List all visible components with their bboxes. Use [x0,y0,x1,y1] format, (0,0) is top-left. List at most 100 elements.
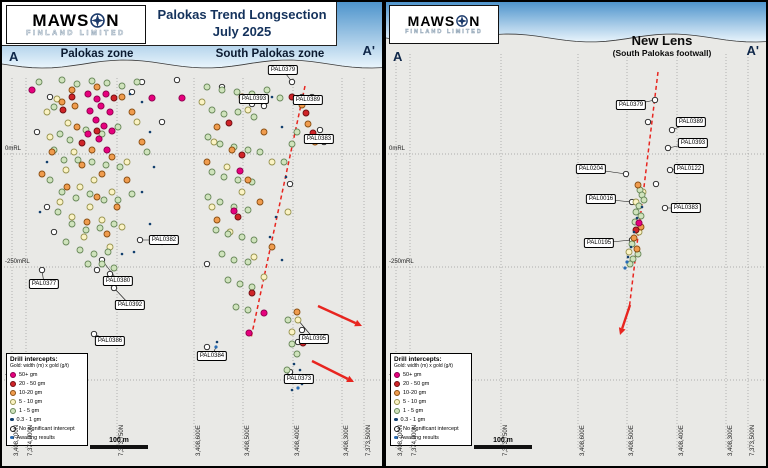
grid-coordinate-label: 3,408,400E [295,425,301,456]
drill-intercept-g [208,168,216,176]
drill-intercept-g [250,236,258,244]
scale-bar-label: 100 m [493,437,513,444]
drill-intercept-b [274,215,278,219]
panel-title: New Lens (South Palokas footwall) [581,33,743,58]
drill-intercept-o [113,203,121,211]
drill-intercept-g [637,212,645,220]
hole-label: PAL0380 [102,276,134,286]
legend-title: Drill intercepts: [10,356,58,363]
drill-intercept-o [48,148,56,156]
drill-intercept-g [218,86,226,94]
drill-intercept-y [210,138,218,146]
legend-item: 50+ gm [394,370,468,379]
drill-intercept-a [625,260,629,264]
drill-intercept-y [53,95,61,103]
legend-item-label: 0.3 - 1 gm [400,416,426,423]
hole-label: PAL0395 [298,334,330,344]
drill-intercept-y [223,163,231,171]
drill-intercept-a [623,266,627,270]
legend-item-label: 10-20 gm [403,389,427,396]
drill-intercept-g [232,303,240,311]
legend-item-label: No significant intercept [403,425,459,432]
drill-intercept-m [106,108,114,116]
drill-intercept-g [233,88,241,96]
drill-intercept-y [80,233,88,241]
drill-intercept-o [68,86,76,94]
drill-intercept-g [86,190,94,198]
drill-intercept-y [260,273,268,281]
drill-intercept-y [133,118,141,126]
drill-intercept-n [110,284,118,292]
trend-arrowhead [354,319,362,327]
drill-intercept-o [103,230,111,238]
drill-intercept-b [629,245,633,249]
panel-palokas-trend: MAWS N Finland Limited Palokas Trend Lon… [2,2,382,466]
drill-intercept-o [304,120,312,128]
drill-intercept-g [56,130,64,138]
drill-intercept-n [158,118,166,126]
drill-intercept-g [216,140,224,148]
legend-item: 0.3 - 1 gm [10,415,84,424]
drill-intercept-m [28,86,36,94]
drill-intercept-g [293,350,301,358]
drill-intercept-y [208,203,216,211]
legend-item: 10-20 gm [10,388,84,397]
drill-intercept-g [218,250,226,258]
drill-intercept-b [635,216,639,220]
legend-item: 10-20 gm [394,388,468,397]
drill-intercept-m [84,90,92,98]
legend-symbol-y [394,398,400,405]
drill-intercept-g [88,158,96,166]
legend-symbol-m [10,371,16,378]
drill-intercept-m [148,94,156,102]
trend-arrow [311,359,349,380]
panel-new-lens: MAWS N Finland Limited New Lens (South P… [386,2,766,466]
drill-intercept-b [140,100,144,104]
drill-intercept-g [114,196,122,204]
legend-item: 5 - 10 gm [394,397,468,406]
elevation-label: -250mRL [5,259,30,265]
legend-item: 1 - 5 gm [10,406,84,415]
drill-intercept-n [203,260,211,268]
legend-item-label: 1 - 5 gm [403,407,424,414]
drill-intercept-b [290,388,294,392]
drill-intercept-g [72,194,80,202]
drill-intercept-y [244,106,252,114]
legend-symbol-g [10,407,16,414]
drill-intercept-y [108,188,116,196]
drill-intercept-n [90,330,98,338]
drill-intercept-r [234,213,242,221]
drill-intercept-g [244,206,252,214]
surface-line [2,59,382,69]
drill-intercept-b [45,160,49,164]
drill-intercept-m [178,94,186,102]
drill-intercept-n [43,203,51,211]
grid-coordinate-label: 7,373,500N [750,424,756,456]
drill-intercept-o [213,123,221,131]
header-plate: MAWS N Finland Limited Palokas Trend Lon… [2,2,337,46]
drill-intercept-n [136,236,144,244]
mawson-logo: MAWS N Finland Limited [389,5,499,44]
drill-intercept-n [33,128,41,136]
hole-label: PAL0389 [675,117,707,127]
drill-intercept-g [234,176,242,184]
trend-arrowhead [618,327,626,335]
drill-intercept-g [50,103,58,111]
drill-intercept-g [118,82,126,90]
drill-intercept-g [632,208,640,216]
drill-intercept-o [268,243,276,251]
legend-item-label: 50+ gm [403,371,422,378]
drill-intercept-g [76,246,84,254]
mawson-wordmark: MAWS N [408,14,481,28]
drill-intercept-r [93,127,101,135]
drill-intercept-g [62,238,70,246]
drill-intercept-n [46,93,54,101]
zone-label: South Palokas zone [215,48,325,60]
drill-intercept-g [208,106,216,114]
legend-symbol-b [394,417,398,422]
drill-intercept-r [78,139,86,147]
drill-intercept-g [54,208,62,216]
trend-arrow [621,304,632,329]
legend-item-label: 10-20 gm [19,389,43,396]
drill-intercept-y [68,213,76,221]
